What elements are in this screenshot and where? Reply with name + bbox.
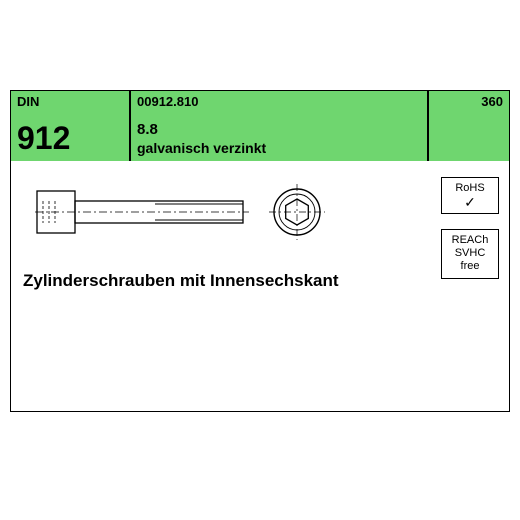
header-col-standard: DIN 912 — [11, 91, 131, 159]
screw-diagram — [35, 183, 345, 241]
header-col-spec: 00912.810 8.8 galvanisch verzinkt — [131, 91, 429, 159]
finish: galvanisch verzinkt — [137, 140, 421, 156]
check-icon: ✓ — [444, 195, 496, 209]
standard-number: 912 — [17, 122, 123, 154]
pack-qty: 360 — [429, 91, 509, 115]
header-col-right: 360 — [429, 91, 509, 159]
reach-line3: free — [444, 260, 496, 273]
spec-body: Zylinderschrauben mit Innensechskant RoH… — [11, 161, 509, 411]
product-title: Zylinderschrauben mit Innensechskant — [23, 271, 339, 291]
product-spec-card: DIN 912 00912.810 8.8 galvanisch verzink… — [10, 90, 510, 412]
standard-number-cell: 912 — [11, 115, 129, 161]
reach-badge: REACh SVHC free — [441, 229, 499, 279]
strength-class: 8.8 — [137, 121, 421, 138]
standard-label: DIN — [11, 91, 129, 115]
article-number: 00912.810 — [131, 91, 427, 115]
spec-header: DIN 912 00912.810 8.8 galvanisch verzink… — [11, 91, 509, 161]
rohs-badge: RoHS ✓ — [441, 177, 499, 214]
header-right-empty — [429, 115, 509, 161]
reach-line2: SVHC — [444, 247, 496, 260]
reach-line1: REACh — [444, 234, 496, 247]
spec-lines: 8.8 galvanisch verzinkt — [131, 115, 427, 161]
